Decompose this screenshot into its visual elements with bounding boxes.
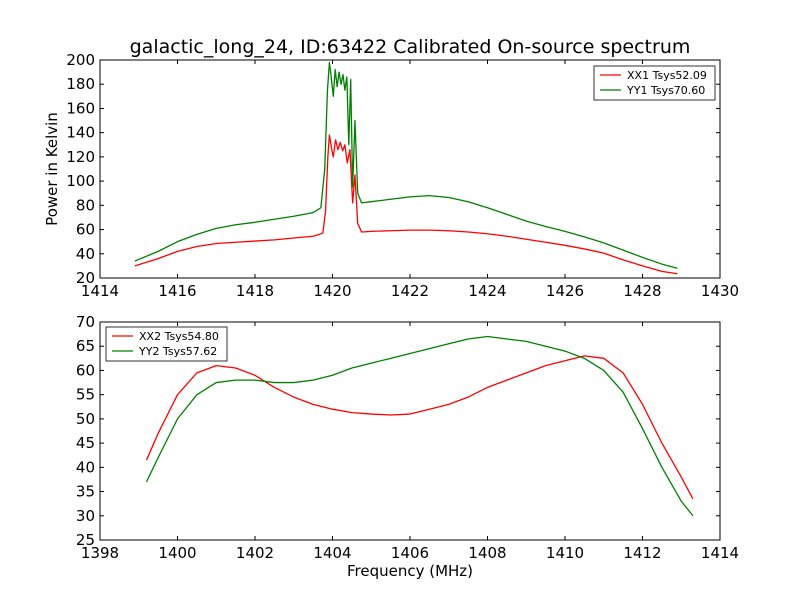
x-tick-label: 1420 [313,282,351,300]
x-tick-label: 1408 [468,544,506,562]
x-tick-label: 1414 [81,282,119,300]
y-tick-label: 30 [76,507,95,525]
chart-title: galactic_long_24, ID:63422 Calibrated On… [130,36,691,58]
x-tick-label: 1416 [158,282,196,300]
legend: XX2 Tsys54.80 YY2 Tsys57.62 [105,326,228,362]
x-tick-label: 1402 [236,544,274,562]
x-tick-label: 1422 [391,282,429,300]
y-tick-label: 60 [76,361,95,379]
y-tick-label: 70 [76,313,95,331]
series-line-2 [134,61,678,269]
y-tick-label: 20 [76,269,95,287]
x-tick-label: 1398 [81,544,119,562]
y-axis-label: Power in Kelvin [43,112,61,226]
x-tick-label: 1414 [701,544,739,562]
y-tick-label: 35 [76,483,95,501]
y-tick-label: 60 [76,221,95,239]
y-tick-label: 140 [66,124,95,142]
x-tick-label: 1410 [546,544,584,562]
legend-box [593,65,716,101]
x-axis-label: Frequency (MHz) [347,562,473,580]
legend-entry-2: YY2 Tsys57.62 [138,345,217,358]
y-tick-label: 80 [76,196,95,214]
x-tick-label: 1400 [158,544,196,562]
legend-entry-1: XX1 Tsys52.09 [627,69,707,82]
y-tick-label: 200 [66,51,95,69]
y-tick-label: 55 [76,386,95,404]
y-tick-label: 50 [76,410,95,428]
x-tick-label: 1428 [623,282,661,300]
legend-entry-2: YY1 Tsys70.60 [626,84,705,97]
y-tick-label: 100 [66,172,95,190]
x-tick-label: 1430 [701,282,739,300]
series-line-2 [145,335,694,517]
y-tick-label: 40 [76,245,95,263]
x-tick-label: 1412 [623,544,661,562]
series-line-1 [145,355,694,500]
y-tick-label: 40 [76,458,95,476]
series-line-1 [134,134,678,275]
top-spectrum-plot: 1414 1416 1418 1420 1422 1424 1426 1428 1430 20 40… [43,36,739,300]
bottom-spectrum-plot: 1398 1400 1402 1404 1406 1408 1410 1412 1414 25 30… [76,313,739,580]
y-tick-label: 120 [66,148,95,166]
x-tick-label: 1404 [313,544,351,562]
y-tick-label: 160 [66,99,95,117]
x-tick-label: 1406 [391,544,429,562]
y-tick-label: 180 [66,75,95,93]
legend-entry-1: XX2 Tsys54.80 [139,330,219,343]
y-tick-label: 45 [76,434,95,452]
y-tick-label: 25 [76,531,95,549]
y-tick-label: 65 [76,337,95,355]
x-tick-label: 1424 [468,282,506,300]
x-tick-label: 1426 [546,282,584,300]
legend: XX1 Tsys52.09 YY1 Tsys70.60 [593,65,716,101]
x-tick-label: 1418 [236,282,274,300]
legend-box [105,326,228,362]
